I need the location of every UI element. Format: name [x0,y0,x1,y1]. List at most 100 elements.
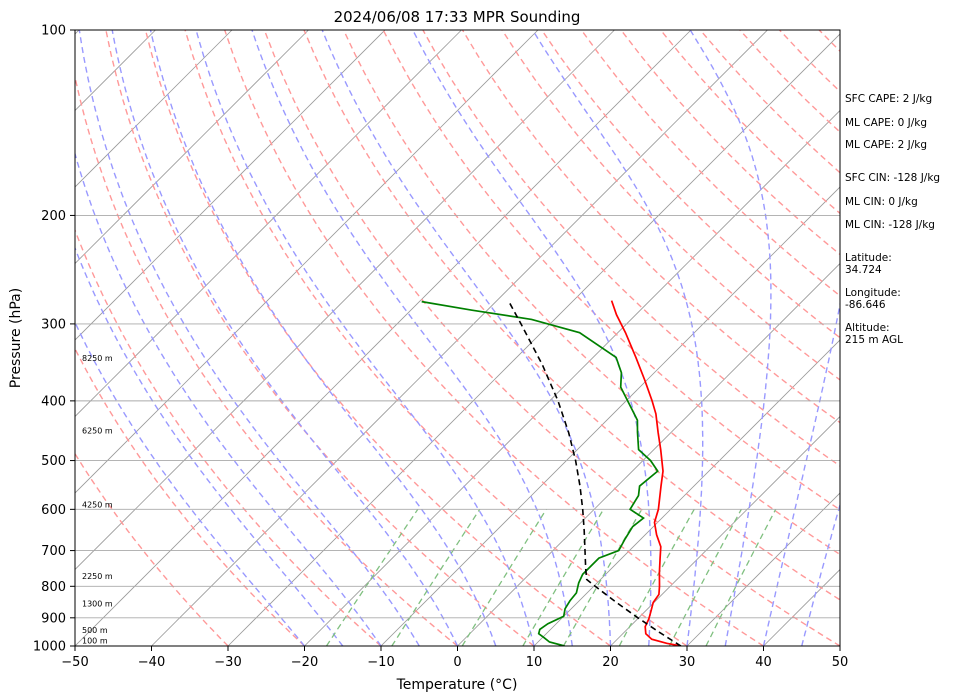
moist-adiabat-line [78,30,420,646]
x-tick-label: 40 [755,655,772,670]
parcel_profile-line [508,301,682,646]
sounding-profiles [421,300,682,646]
moist-adiabat-line [801,502,840,646]
isotherm-line [457,262,840,646]
annotation-text: 215 m AGL [845,334,903,346]
height-label: 1300 m [82,600,113,609]
dry-adiabat-line [342,30,840,556]
annotation-text: SFC CIN: -128 J/kg [845,172,940,184]
dry-adiabat-line [382,30,840,511]
moist-adiabat-line [75,151,382,646]
annotation-text: -86.646 [845,299,886,311]
plot-frame [74,29,841,647]
dry-adiabat-line [105,30,535,646]
dry-adiabat-line [144,30,611,646]
x-tick-label: −10 [367,655,394,670]
annotation-text: Longitude: [845,287,901,299]
isotherm-line [75,30,615,571]
side-annotations: SFC CAPE: 2 J/kg ML CAPE: 0 J/kg ML CAPE: … [845,93,940,346]
y-axis-label: Pressure (hPa) [8,288,24,388]
chart-title: 2024/06/08 17:33 MPR Sounding [334,8,581,26]
background-lines [0,30,840,646]
annotation-text: ML CAPE: 0 J/kg [845,117,927,129]
x-tick-label: 10 [526,655,543,670]
dry-adiabat-line [75,73,458,646]
isotherm-line [610,415,840,646]
x-tick-label: 50 [832,655,849,670]
moist-adiabat-line [412,30,652,646]
annotation-text: ML CIN: 0 J/kg [845,196,918,208]
y-tick-label: 900 [41,611,66,626]
x-tick-label: −40 [138,655,165,670]
mixing-ratio-line [705,508,777,646]
isotherm-line [0,30,3,646]
height-label: 8250 m [82,354,113,363]
y-axis: 100 200 300 400 500 600 700 800 900 1000 [33,24,75,655]
isotherm-line [227,33,840,646]
dry-adiabat-line [75,228,382,646]
height-label: 6250 m [82,426,113,435]
isotherm-line [533,339,840,646]
mixing-ratio-line [522,508,605,646]
moist-adiabat-line [149,30,497,646]
isotherm-line [75,30,462,418]
isotherm-line [380,186,840,646]
moist-adiabat-line [195,30,535,646]
x-axis: −50 −40 −30 −20 −10 0 10 20 30 40 50 [61,646,848,670]
dry-adiabat-line [422,30,840,467]
height-label: 4250 m [82,500,113,509]
moist-adiabat-line [111,30,459,646]
isobar-gridlines [75,214,840,619]
isotherm-line [75,30,539,494]
height-label: 100 m [82,636,108,645]
isotherm-line [75,30,386,341]
annotation-text: ML CAPE: 2 J/kg [845,139,927,151]
moist-adiabat-line [75,246,344,646]
mixing-ratio-line [668,508,742,646]
y-tick-label: 400 [41,394,66,409]
moist-adiabat-line [321,30,612,646]
isotherm-line [75,30,233,188]
annotation-text: Altitude: [845,322,890,334]
mixing-ratio-line [461,508,547,646]
isotherm-line [75,30,309,265]
dry-adiabat-line [75,452,229,646]
isotherm-line [151,30,768,646]
x-tick-label: −20 [291,655,318,670]
y-tick-label: 1000 [33,640,66,655]
dry-adiabat-line [224,30,764,646]
moist-adiabat-line [251,30,573,646]
x-tick-label: 30 [679,655,696,670]
y-tick-label: 800 [41,580,66,595]
moist-adiabat-line [689,30,772,646]
isotherm-line [304,109,840,646]
moist-adiabat-line [762,300,840,646]
dry-adiabat-line [75,347,305,646]
dry-adiabat-line [263,30,840,646]
annotation-text: 34.724 [845,264,882,276]
x-tick-label: −50 [61,655,88,670]
y-tick-label: 200 [41,209,66,224]
moist-adiabat-line [532,30,704,646]
y-tick-label: 600 [41,503,66,518]
mixing-ratio-line [618,508,695,646]
annotation-text: SFC CAPE: 2 J/kg [845,93,932,105]
y-tick-label: 300 [41,317,66,332]
dewpoint-line [421,300,659,646]
x-tick-label: −30 [214,655,241,670]
height-label: 500 m [82,626,108,635]
height-label: 2250 m [82,572,113,581]
dry-adiabat-line [580,30,840,297]
y-tick-label: 700 [41,544,66,559]
y-tick-label: 500 [41,454,66,469]
y-tick-label: 100 [41,24,66,39]
temperature-line [610,300,682,646]
x-tick-label: 20 [602,655,619,670]
dry-adiabat-line [303,30,840,601]
x-tick-label: 0 [453,655,461,670]
isotherm-line [686,492,840,646]
annotation-text: Latitude: [845,252,892,264]
annotation-text: ML CIN: -128 J/kg [845,219,935,231]
